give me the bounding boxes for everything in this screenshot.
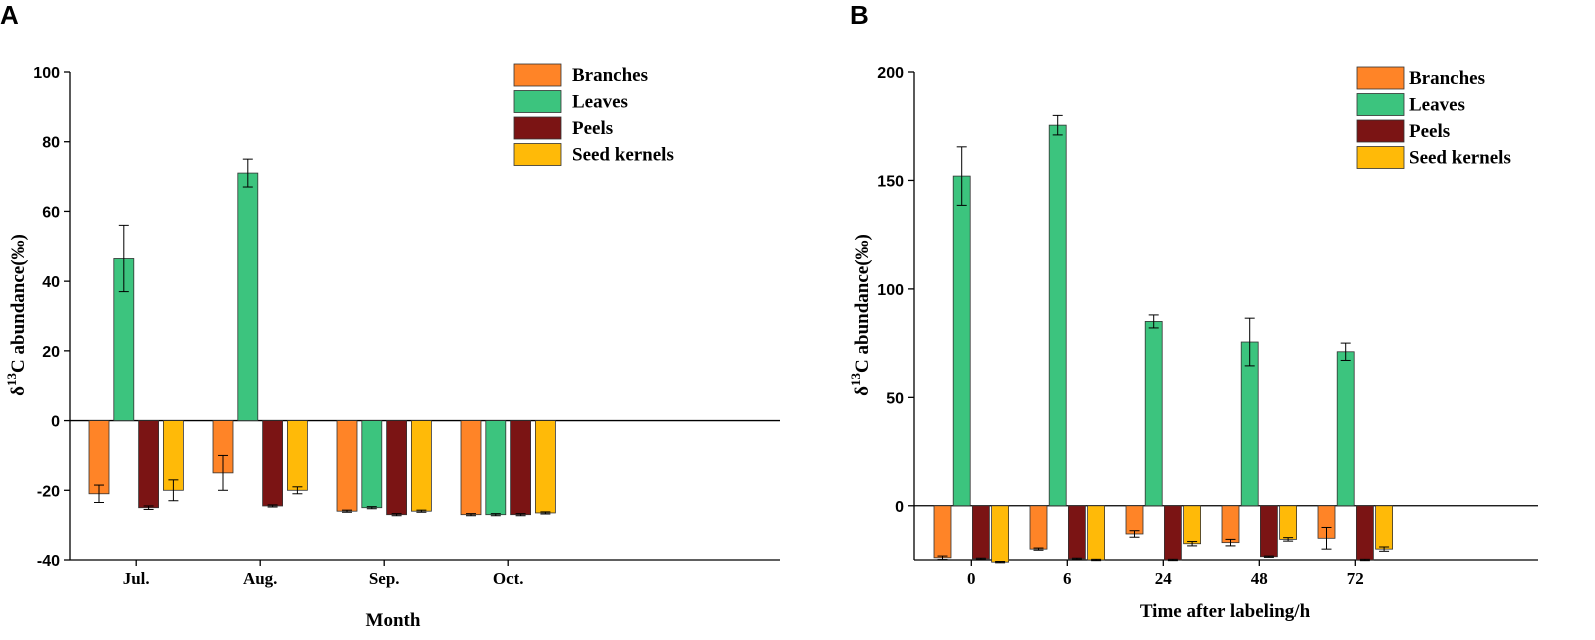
bar-b-leaves-3 bbox=[1240, 341, 1259, 507]
bar-b-seed-kernels-0 bbox=[991, 505, 1009, 563]
chart-group-a: -40 -20 0 20 40 60 80 100 Jul. Aug. Sep. Oct. Branch… bbox=[33, 63, 780, 588]
x-tick-label-a-2: Sep. bbox=[369, 569, 400, 588]
y-axis-title-b-sup: 13 bbox=[848, 372, 863, 386]
legend-swatch-a-2 bbox=[513, 116, 562, 140]
y-axis-title-a-prefix: δ bbox=[8, 386, 29, 396]
legend-label-b-3: Seed kernels bbox=[1409, 148, 1511, 169]
legend-swatch-b-2 bbox=[1356, 119, 1405, 143]
legend-swatch-a-3 bbox=[513, 143, 562, 166]
bar-a-seed-kernels-3 bbox=[535, 420, 556, 514]
legend-swatch-a-1 bbox=[513, 90, 562, 113]
x-tick-label-b-4: 72 bbox=[1347, 569, 1364, 588]
bar-b-leaves-0 bbox=[952, 175, 971, 507]
bar-b-seed-kernels-2 bbox=[1183, 505, 1201, 545]
bar-b-branches-2 bbox=[1125, 505, 1144, 535]
y-tick-label-b-0: 0 bbox=[895, 499, 904, 516]
x-tick-label-b-3: 48 bbox=[1251, 569, 1268, 588]
bar-b-leaves-1 bbox=[1048, 124, 1067, 507]
panel-label-b: B bbox=[850, 0, 869, 30]
y-tick-label-a-2: 0 bbox=[51, 414, 60, 431]
bar-b-leaves-4 bbox=[1336, 351, 1355, 507]
bar-a-seed-kernels-2 bbox=[410, 420, 432, 512]
legend-label-a-2: Peels bbox=[572, 118, 613, 139]
bar-b-leaves-2 bbox=[1144, 321, 1163, 507]
legend-label-b-1: Leaves bbox=[1409, 95, 1465, 116]
y-tick-label-b-1: 50 bbox=[886, 390, 904, 407]
y-tick-label-a-1: -20 bbox=[37, 483, 60, 500]
x-tick-label-a-1: Aug. bbox=[243, 569, 277, 588]
bar-b-peels-3 bbox=[1260, 505, 1278, 558]
x-tick-label-a-3: Oct. bbox=[493, 569, 524, 588]
bar-b-branches-3 bbox=[1221, 505, 1240, 544]
y-tick-label-b-3: 150 bbox=[877, 173, 904, 190]
y-axis-title-b-rest: C abundance(‰) bbox=[852, 234, 873, 373]
legend-label-a-3: Seed kernels bbox=[572, 145, 674, 166]
x-tick-label-b-2: 24 bbox=[1155, 569, 1173, 588]
x-tick-label-a-0: Jul. bbox=[123, 569, 150, 588]
legend-swatch-b-1 bbox=[1356, 93, 1405, 116]
bar-a-peels-2 bbox=[386, 420, 408, 516]
bar-a-peels-1 bbox=[262, 420, 284, 507]
y-tick-label-b-4: 200 bbox=[877, 65, 904, 82]
y-tick-label-a-4: 40 bbox=[42, 274, 60, 291]
legend-swatch-b-0 bbox=[1356, 66, 1405, 90]
bar-b-peels-1 bbox=[1068, 505, 1086, 560]
y-tick-label-a-0: -40 bbox=[37, 553, 60, 570]
bar-b-seed-kernels-3 bbox=[1279, 505, 1297, 540]
panel-label-a: A bbox=[0, 0, 19, 30]
bar-b-branches-0 bbox=[933, 505, 952, 559]
y-axis-title-a: δ13C abundance(‰) bbox=[4, 234, 29, 396]
bar-b-peels-0 bbox=[972, 505, 990, 560]
bar-a-seed-kernels-1 bbox=[286, 420, 308, 491]
chart-group-b: 0 50 100 150 200 0 6 24 48 72 Branches Leaves Peels S… bbox=[877, 65, 1538, 588]
y-tick-label-b-2: 100 bbox=[877, 282, 904, 299]
legend-swatch-a-0 bbox=[513, 63, 562, 87]
x-axis-title-a: Month bbox=[366, 610, 421, 631]
y-tick-label-a-7: 100 bbox=[33, 65, 60, 82]
y-tick-label-a-5: 60 bbox=[42, 204, 60, 221]
bar-a-leaves-3 bbox=[485, 420, 507, 516]
bar-a-branches-2 bbox=[336, 420, 358, 512]
y-tick-label-a-6: 80 bbox=[42, 135, 60, 152]
legend-label-a-0: Branches bbox=[572, 65, 648, 86]
bar-a-leaves-2 bbox=[361, 420, 383, 509]
bar-a-branches-3 bbox=[460, 420, 482, 516]
bar-b-branches-1 bbox=[1029, 505, 1048, 550]
y-axis-title-a-sup: 13 bbox=[4, 372, 19, 386]
bar-b-peels-4 bbox=[1356, 505, 1374, 561]
y-axis-title-b: δ13C abundance(‰) bbox=[848, 234, 873, 396]
legend-swatch-b-3 bbox=[1356, 146, 1405, 169]
y-axis-title-b-prefix: δ bbox=[852, 386, 873, 396]
x-tick-label-b-0: 0 bbox=[967, 569, 976, 588]
y-axis-title-a-rest: C abundance(‰) bbox=[8, 234, 29, 373]
y-tick-label-a-3: 20 bbox=[42, 344, 60, 361]
legend-label-b-0: Branches bbox=[1409, 68, 1485, 89]
bar-b-seed-kernels-4 bbox=[1375, 505, 1393, 550]
x-axis-title-b: Time after labeling/h bbox=[1140, 601, 1311, 622]
bar-a-leaves-1 bbox=[237, 172, 259, 421]
legend-label-b-2: Peels bbox=[1409, 121, 1450, 142]
bar-a-peels-0 bbox=[138, 420, 160, 509]
bar-b-seed-kernels-1 bbox=[1087, 505, 1105, 561]
bar-a-branches-0 bbox=[88, 420, 110, 495]
legend-label-a-1: Leaves bbox=[572, 92, 628, 113]
bar-a-peels-3 bbox=[510, 420, 532, 516]
bar-b-peels-2 bbox=[1164, 505, 1182, 561]
x-tick-label-b-1: 6 bbox=[1063, 569, 1072, 588]
